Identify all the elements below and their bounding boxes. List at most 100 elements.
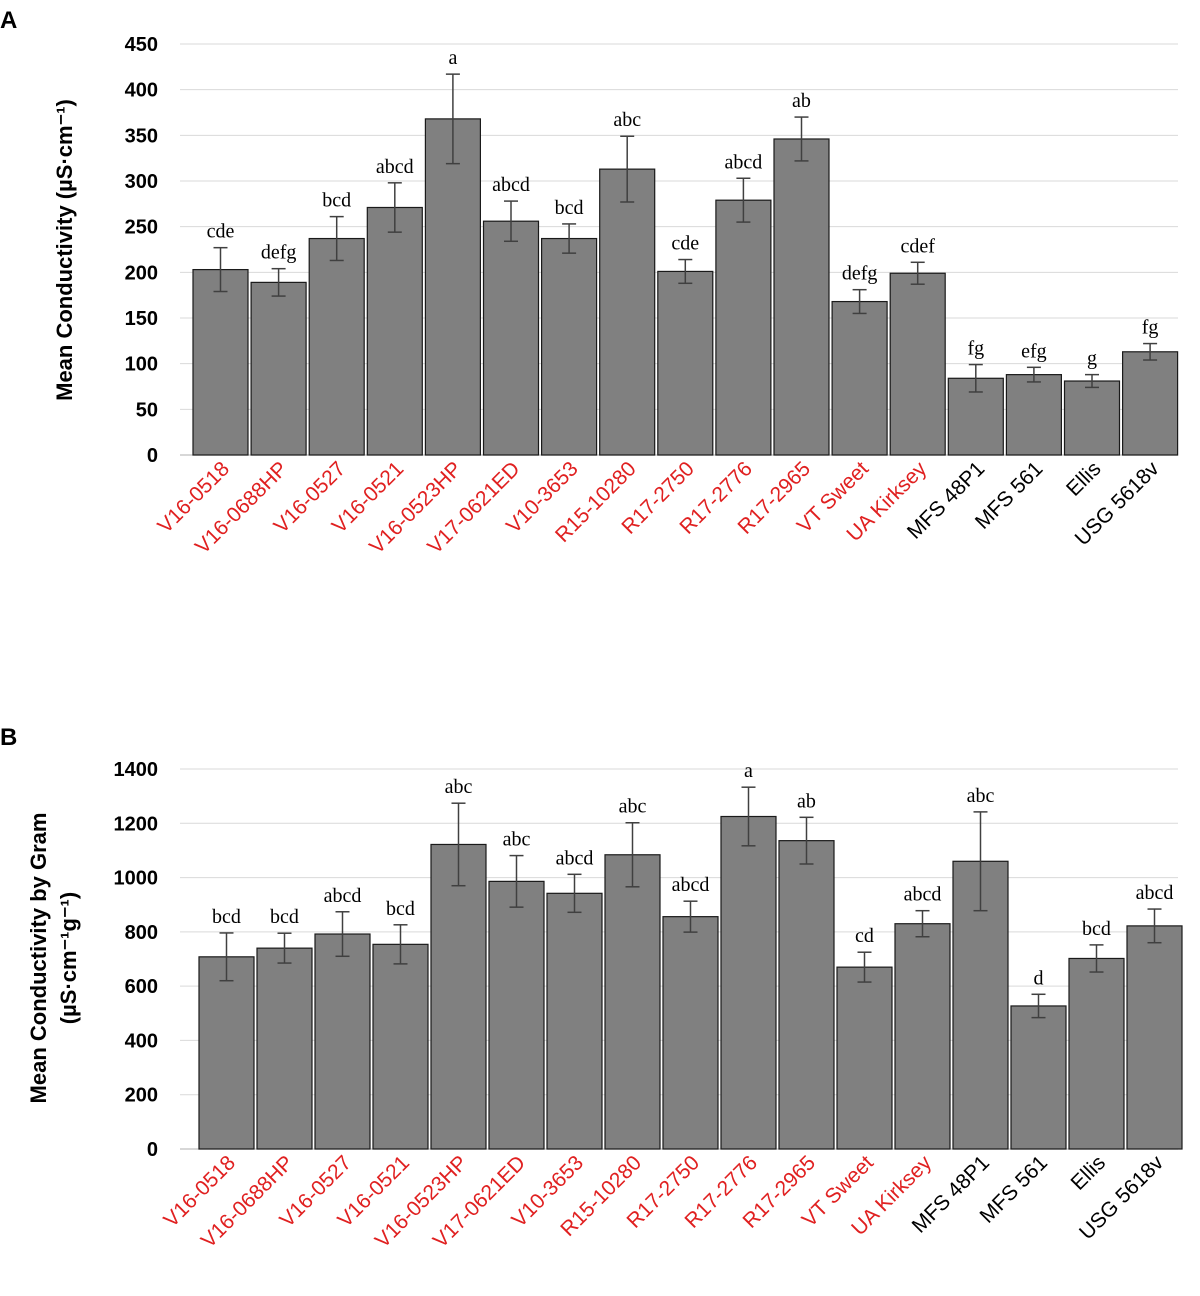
bar <box>540 237 598 456</box>
error-bar <box>271 267 286 297</box>
bar <box>773 138 830 456</box>
y-tick-label: 400 <box>125 1030 158 1052</box>
y-tick-label: 400 <box>125 80 158 102</box>
bar <box>720 815 777 1150</box>
bar <box>192 268 249 456</box>
error-bar <box>794 116 809 162</box>
significance-letter: abcd <box>324 885 362 907</box>
error-bar <box>1085 373 1099 389</box>
bar <box>256 947 313 1150</box>
significance-letter: abcd <box>376 156 414 178</box>
bar <box>366 206 423 456</box>
panel-a-letter: A <box>0 7 17 34</box>
y-tick-label: 200 <box>125 1085 158 1107</box>
significance-letter: d <box>1034 967 1044 989</box>
bar <box>657 270 714 456</box>
error-bar <box>857 951 872 983</box>
significance-letter: abc <box>445 776 473 798</box>
error-bar <box>213 246 228 293</box>
significance-letter: a <box>744 760 753 782</box>
significance-letter: defg <box>842 263 878 285</box>
significance-letter: abcd <box>672 874 710 896</box>
bar <box>372 943 429 1150</box>
bar <box>1121 351 1179 456</box>
y-tick-label: 200 <box>125 262 158 284</box>
y-axis-label: Mean Conductivity by Gram <box>26 813 51 1104</box>
error-bar <box>562 223 577 254</box>
error-bar <box>799 816 814 865</box>
bar <box>1005 374 1063 456</box>
panel-a-chart: A 0 50 100 150 200 250 300 350 400 450 Mean Conduc… <box>0 7 1179 559</box>
significance-letter: abcd <box>492 174 530 196</box>
bar <box>198 956 255 1150</box>
y-tick-label: 1400 <box>114 759 159 781</box>
bar <box>546 892 603 1150</box>
bar <box>430 843 487 1150</box>
error-bar <box>567 873 582 914</box>
significance-letter: abc <box>613 109 641 131</box>
significance-letter: abc <box>503 829 531 851</box>
significance-letter: bcd <box>555 197 584 219</box>
significance-letter: fg <box>967 338 984 360</box>
y-axis-label: Mean Conductivity (µS·cm⁻¹) <box>52 99 77 401</box>
significance-letter: ab <box>797 790 816 812</box>
error-bar <box>1089 944 1104 973</box>
error-bar <box>335 911 350 958</box>
significance-letter: bcd <box>1082 918 1111 940</box>
bar <box>1068 957 1125 1150</box>
error-bar <box>277 932 292 964</box>
y-tick-label: 150 <box>125 308 158 330</box>
significance-letter: abcd <box>904 884 942 906</box>
error-bar <box>1031 993 1046 1019</box>
error-bar <box>973 811 988 912</box>
error-bar <box>625 821 640 888</box>
error-bar <box>509 854 524 908</box>
y-tick-label: 0 <box>147 445 158 467</box>
error-bar <box>1026 366 1041 383</box>
bar <box>250 281 307 456</box>
bar <box>894 923 951 1150</box>
significance-letter: efg <box>1021 340 1047 362</box>
error-bar <box>219 932 234 982</box>
bar <box>604 854 661 1150</box>
significance-letter: abc <box>967 785 995 807</box>
error-bar <box>393 924 408 965</box>
error-bar <box>683 900 698 933</box>
bar <box>662 916 719 1150</box>
bar <box>599 168 656 456</box>
significance-letter: fg <box>1142 317 1159 339</box>
y-tick-label: 250 <box>125 217 158 239</box>
error-bar <box>387 182 402 233</box>
y-tick-label: 1200 <box>114 813 159 835</box>
y-tick-label: 300 <box>125 171 158 193</box>
bar <box>778 840 835 1150</box>
x-tick-label: Ellis <box>1067 1151 1110 1194</box>
y-tick-label: 0 <box>147 1139 158 1161</box>
error-bar <box>678 258 693 285</box>
error-bar <box>329 215 344 262</box>
bar <box>836 966 893 1150</box>
significance-letter: g <box>1087 348 1097 370</box>
significance-letter: ab <box>792 90 811 112</box>
error-bar <box>445 73 460 165</box>
bar <box>715 199 772 456</box>
y-tick-label: 800 <box>125 922 158 944</box>
bar <box>1010 1005 1067 1150</box>
error-bar <box>736 177 751 223</box>
x-tick-label: Ellis <box>1062 457 1105 500</box>
significance-letter: bcd <box>386 898 415 920</box>
bar <box>488 880 545 1150</box>
y-axis-label: (µS·cm⁻¹g⁻¹) <box>56 892 81 1024</box>
significance-letter: cdef <box>900 235 935 257</box>
bar <box>1126 925 1183 1150</box>
error-bar <box>620 135 635 203</box>
bar <box>314 933 371 1150</box>
bar <box>482 220 540 456</box>
error-bar <box>915 909 930 938</box>
y-tick-label: 50 <box>136 399 158 421</box>
significance-letter: bcd <box>270 906 299 928</box>
significance-letter: bcd <box>322 190 351 212</box>
error-bar <box>1143 342 1158 361</box>
y-tick-label: 1000 <box>114 868 159 890</box>
